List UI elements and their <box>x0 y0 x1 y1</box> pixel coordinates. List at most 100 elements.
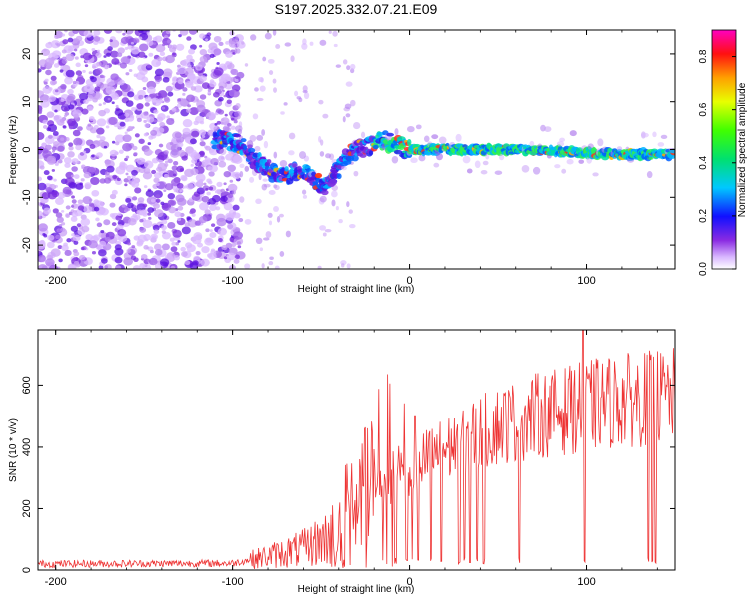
noise-blob <box>38 108 43 114</box>
noise-blob <box>199 44 203 48</box>
noise-blob <box>150 129 158 136</box>
ridge-blob <box>669 149 675 154</box>
noise-blob <box>288 132 296 140</box>
ridge-halo <box>561 168 567 174</box>
noise-blob <box>139 227 147 233</box>
noise-blob <box>128 218 137 226</box>
noise-blob <box>38 250 41 254</box>
noise-blob <box>322 113 329 119</box>
noise-blob <box>220 73 231 82</box>
noise-blob <box>205 38 209 41</box>
noise-blob <box>234 254 240 260</box>
noise-blob <box>107 46 113 51</box>
noise-blob <box>65 53 75 62</box>
ridge-halo <box>263 140 269 149</box>
noise-blob <box>182 92 186 96</box>
ridge-halo <box>544 126 552 133</box>
noise-blob <box>187 64 192 69</box>
ridge-halo <box>640 132 649 138</box>
noise-blob <box>96 152 103 158</box>
noise-blob <box>256 97 264 102</box>
noise-blob <box>46 111 55 118</box>
noise-blob <box>109 149 118 157</box>
noise-blob <box>72 80 77 85</box>
noise-blob <box>104 64 110 69</box>
noise-blob <box>111 157 115 161</box>
noise-blob <box>41 142 47 148</box>
noise-blob <box>90 76 97 83</box>
noise-blob <box>104 265 109 269</box>
noise-blob <box>51 168 56 172</box>
noise-blob <box>216 62 220 65</box>
noise-blob <box>167 221 176 229</box>
noise-blob <box>144 96 152 103</box>
noise-blob <box>45 187 53 193</box>
noise-blob <box>61 59 68 64</box>
noise-blob <box>199 75 207 82</box>
noise-blob <box>70 216 78 222</box>
noise-blob <box>176 182 184 189</box>
noise-blob <box>119 161 126 167</box>
noise-blob <box>132 196 138 201</box>
noise-blob <box>131 178 139 185</box>
noise-blob <box>41 48 51 57</box>
noise-blob <box>231 117 235 121</box>
noise-blob <box>237 245 242 249</box>
noise-blob <box>196 187 205 195</box>
noise-blob <box>102 102 107 105</box>
noise-blob <box>166 115 171 119</box>
noise-blob <box>166 117 175 126</box>
noise-blob <box>96 118 107 127</box>
noise-blob <box>87 88 95 94</box>
noise-blob <box>191 236 202 245</box>
noise-blob <box>47 175 53 181</box>
noise-blob <box>120 56 131 65</box>
noise-blob <box>182 127 191 135</box>
noise-blob <box>233 258 240 264</box>
noise-blob <box>208 186 214 191</box>
noise-blob <box>66 95 75 103</box>
noise-blob <box>328 30 332 34</box>
noise-blob <box>279 250 285 257</box>
noise-blob <box>67 37 74 43</box>
ridge-halo <box>521 165 530 173</box>
noise-blob <box>217 109 225 115</box>
noise-blob <box>134 187 142 194</box>
noise-blob <box>171 241 177 246</box>
noise-blob <box>232 155 243 165</box>
noise-blob <box>122 134 132 143</box>
noise-blob <box>115 134 125 143</box>
noise-blob <box>66 238 72 243</box>
noise-blob <box>60 227 66 233</box>
noise-blob <box>122 143 132 152</box>
noise-blob <box>138 167 146 174</box>
noise-blob <box>349 63 356 70</box>
noise-blob <box>182 87 188 92</box>
ridge-halo <box>239 163 245 168</box>
noise-blob <box>186 216 191 220</box>
noise-blob <box>256 134 264 141</box>
noise-blob <box>229 31 235 36</box>
noise-blob <box>214 123 218 126</box>
noise-blob <box>302 194 308 199</box>
noise-blob <box>201 195 210 203</box>
snr-ytick-label: 400 <box>21 438 33 456</box>
noise-blob <box>144 102 150 107</box>
noise-blob <box>342 59 348 65</box>
noise-blob <box>184 168 194 178</box>
noise-blob <box>137 234 147 243</box>
noise-blob <box>95 217 100 222</box>
noise-blob <box>139 43 149 52</box>
noise-blob <box>54 34 60 39</box>
noise-blob <box>199 94 207 100</box>
noise-blob <box>172 131 182 140</box>
noise-blob <box>161 243 170 251</box>
noise-blob <box>52 130 59 136</box>
spectrogram-xtick-label: -200 <box>45 275 67 287</box>
noise-blob <box>107 97 111 101</box>
noise-blob <box>239 196 245 203</box>
noise-blob <box>192 260 199 266</box>
noise-blob <box>188 48 196 55</box>
noise-blob <box>258 173 262 181</box>
noise-blob <box>75 70 83 76</box>
